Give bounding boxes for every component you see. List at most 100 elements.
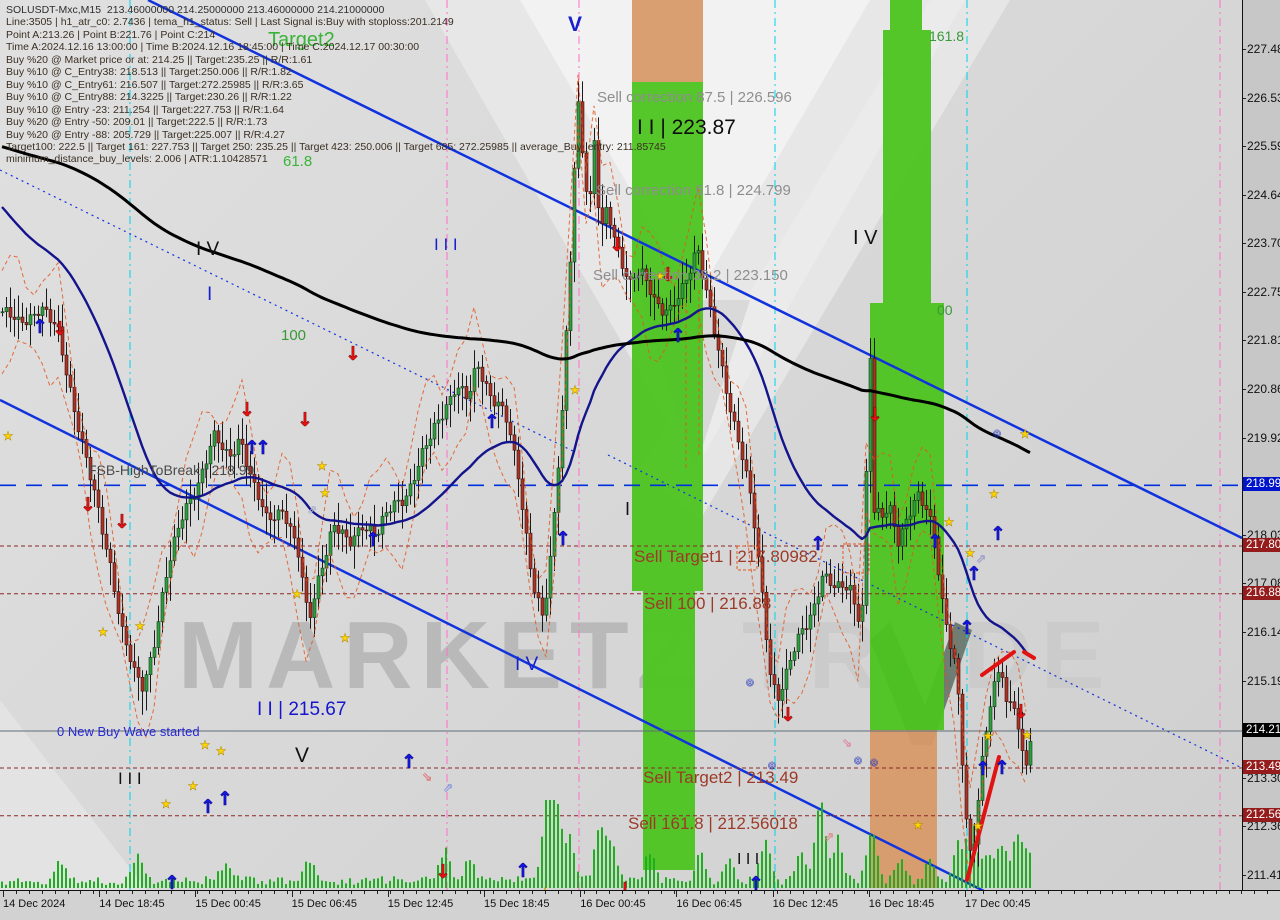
x-minor-tick (209, 891, 211, 894)
star-signal-icon: ★ (540, 885, 551, 890)
star-signal-icon: ★ (320, 486, 331, 500)
x-minor-tick (54, 891, 56, 894)
watermark-brand-left: MARKETZ (178, 602, 704, 709)
x-minor-tick (299, 891, 301, 894)
buy-arrow-icon: ↑ (990, 523, 1006, 545)
x-minor-tick (493, 891, 495, 894)
buy-arrow-icon: ↑ (927, 531, 943, 553)
outline-arrow-icon: ⇗ (307, 503, 318, 518)
chart-annotation: Sell Target1 | 217.80982 (634, 547, 818, 566)
buy-arrow-icon: ↑ (244, 437, 260, 459)
x-minor-tick (1151, 891, 1153, 894)
y-tick-mark (1243, 874, 1246, 876)
x-minor-tick (106, 891, 108, 894)
x-minor-tick (196, 891, 198, 894)
price-badge: 218.99 (1243, 477, 1280, 492)
x-axis-label: 16 Dec 00:45 (580, 898, 646, 910)
x-minor-tick (944, 891, 946, 894)
buy-arrow-icon: ↑ (748, 873, 764, 890)
y-tick-label: 220.86 (1247, 382, 1280, 397)
x-minor-tick (570, 891, 572, 894)
x-minor-tick (1047, 891, 1049, 894)
y-tick-label: 223.70 (1247, 236, 1280, 251)
time-axis: 14 Dec 2024 14 Dec 18:45 15 Dec 00:45 15 De… (0, 890, 1280, 920)
y-tick-label: 221.81 (1247, 333, 1280, 348)
x-minor-tick (441, 891, 443, 894)
x-minor-tick (1215, 891, 1217, 894)
x-minor-tick (377, 891, 379, 894)
x-minor-tick (119, 891, 121, 894)
outline-arrow-icon: ⇗ (443, 781, 454, 796)
y-tick-label: 225.59 (1247, 139, 1280, 154)
price-badge: 214.21 (1243, 723, 1280, 737)
star-signal-icon: ★ (161, 797, 172, 811)
buy-arrow-icon: ↑ (994, 757, 1010, 779)
y-tick-mark (1243, 680, 1246, 682)
x-axis-label: 15 Dec 12:45 (387, 898, 454, 910)
x-minor-tick (660, 891, 662, 894)
x-minor-tick (802, 891, 804, 894)
x-minor-tick (777, 891, 778, 894)
y-tick-mark (1243, 194, 1246, 196)
x-minor-tick (506, 891, 508, 894)
x-major-tick (772, 891, 774, 897)
y-tick-mark (1243, 340, 1246, 342)
chart-annotation: I (207, 284, 213, 305)
sell-arrow-icon: ↓ (1013, 701, 1029, 723)
x-minor-tick (1228, 891, 1230, 894)
star-signal-icon: ★ (3, 429, 14, 443)
sell-arrow-icon: ↓ (239, 399, 255, 421)
x-minor-tick (983, 891, 985, 894)
chart-annotation: Sell 100 | 216.88 (644, 594, 772, 613)
x-minor-tick (1009, 891, 1011, 894)
y-tick-label: 213.30 (1247, 770, 1280, 785)
info-line: Buy %10 @ Entry -23: 211.254 || Target:2… (6, 103, 285, 116)
y-tick-mark (1243, 389, 1246, 391)
price-axis: 227.48 226.53 225.59 224.64 223.70 222.75 221.… (1242, 0, 1280, 890)
x-minor-tick (828, 891, 830, 894)
y-tick-label: 222.75 (1247, 285, 1280, 300)
buy-arrow-icon: ↑ (217, 788, 233, 810)
x-minor-tick (996, 891, 998, 894)
x-axis-label: 14 Dec 2024 (3, 898, 66, 910)
x-major-tick (868, 891, 870, 897)
x-axis-label: 15 Dec 00:45 (195, 898, 261, 910)
buy-arrow-icon: ↑ (975, 758, 991, 780)
indicator-info-block: SOLUSDT-Mxc,M15 213.46000000 214.2500000… (6, 4, 666, 166)
y-tick-label: 219.92 (1247, 430, 1280, 445)
x-minor-tick (183, 891, 185, 894)
x-minor-tick (815, 891, 817, 894)
star-signal-icon: ★ (188, 779, 199, 793)
circle-dot-icon: ⊙ (853, 754, 862, 767)
x-axis-label: 16 Dec 12:45 (772, 898, 839, 910)
x-minor-tick (1176, 891, 1178, 894)
circle-dot-icon: ⊙ (767, 759, 776, 772)
x-minor-tick (157, 891, 159, 894)
x-major-tick (195, 891, 197, 897)
x-axis-label: 16 Dec 06:45 (676, 898, 742, 910)
outline-arrow-icon: ⇗ (976, 552, 987, 567)
x-minor-tick (325, 891, 327, 894)
x-axis-label: 15 Dec 06:45 (291, 898, 358, 910)
x-minor-tick (1164, 891, 1165, 894)
x-minor-tick (454, 891, 456, 894)
y-tick-label: 215.19 (1247, 673, 1280, 688)
y-tick-label: 227.48 (1247, 41, 1280, 56)
x-minor-tick (402, 891, 404, 894)
y-tick-label: 216.14 (1247, 624, 1280, 639)
chart-area[interactable]: MARKETZ TRADE ↑↑↑↑↑↑↑↑↑↑↑↑↑↑↑↑↑↑↑↑↓↓↓↓↓↓… (0, 0, 1242, 890)
chart-annotation: Sell correction 38.2 | 223.150 (593, 267, 788, 284)
x-minor-tick (41, 891, 43, 894)
circle-dot-icon: ⊙ (869, 756, 878, 769)
chart-annotation: 0 New Buy Wave started (57, 724, 200, 739)
price-badge: 212.56 (1243, 807, 1280, 822)
outline-arrow-icon: ⇘ (422, 770, 433, 785)
x-minor-tick (28, 891, 30, 894)
x-minor-tick (648, 891, 649, 894)
y-tick-mark (1243, 243, 1246, 245)
buy-arrow-icon: ↑ (365, 529, 381, 551)
chart-annotation: Sell correction 61.8 | 224.799 (596, 182, 791, 199)
chart-annotation: 00 (937, 302, 953, 318)
info-line: minimum_distance_buy_levels: 2.006 | ATR… (6, 153, 268, 166)
y-tick-label: 226.53 (1247, 90, 1280, 105)
